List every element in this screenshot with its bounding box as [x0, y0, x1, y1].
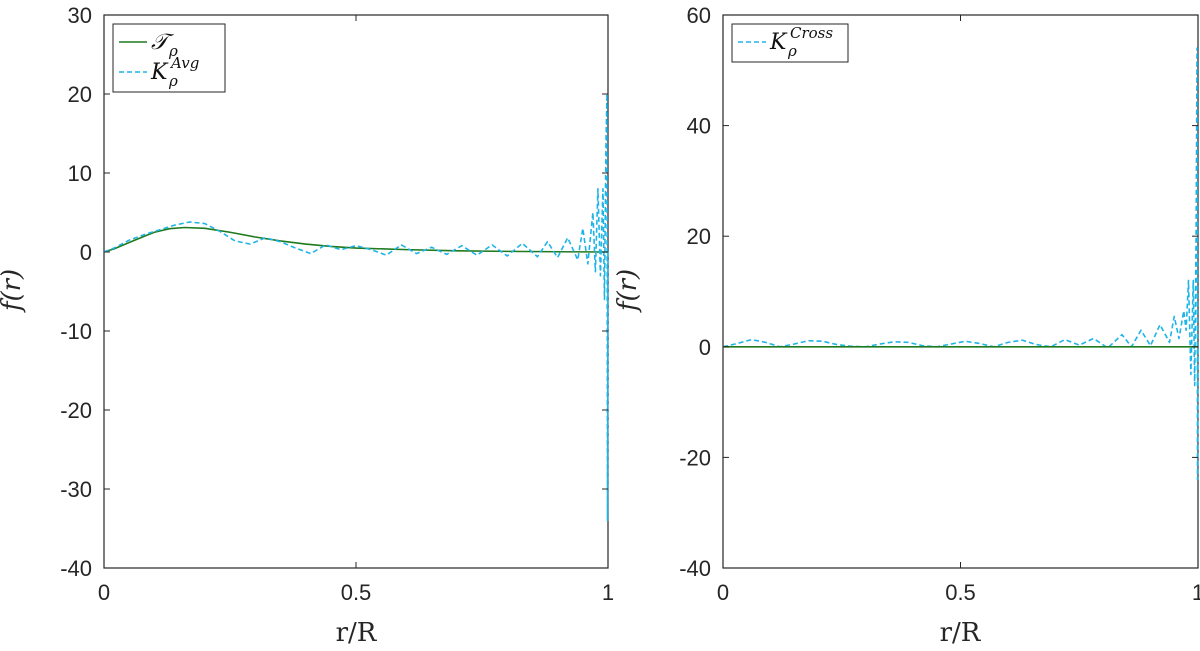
right-x-tick-label: 0 [717, 580, 729, 605]
right-y-tick-label: -40 [679, 556, 711, 581]
left-legend-label: K [150, 60, 169, 85]
left-plot-area [103, 14, 609, 569]
right-legend-subscript: ρ [787, 42, 797, 60]
right-y-tick-label: 20 [687, 224, 711, 249]
left-series-line-t-rho [103, 226, 609, 253]
left-y-tick-label: 10 [68, 161, 92, 186]
left-series-layer [103, 93, 609, 522]
left-x-axis-label: r/R [336, 618, 378, 648]
right-x-tick-label: 1 [1192, 580, 1200, 605]
right-x-axis-label: r/R [940, 618, 982, 648]
right-y-tick-label: 0 [699, 335, 711, 360]
left-tick-layer: 0 0.5 1 -40 -30 -20 -10 0 10 20 30 [60, 3, 614, 605]
left-y-tick-label: 20 [68, 82, 92, 107]
left-x-tick-label: 1 [602, 580, 614, 605]
left-y-axis-label: f(r) [0, 269, 27, 313]
left-legend-box [112, 23, 226, 93]
right-y-tick-label: 60 [687, 3, 711, 28]
right-y-axis-label: f(r) [613, 269, 643, 313]
left-legend-subscript: ρ [168, 42, 178, 60]
right-y-tick-label: 40 [687, 114, 711, 139]
left-y-tick-label: -30 [60, 477, 92, 502]
right-legend-label: K [769, 30, 788, 55]
right-legend-box [731, 23, 849, 63]
right-y-tick-label: -20 [679, 445, 711, 470]
left-x-tick-label: 0.5 [341, 580, 372, 605]
right-plot-area [722, 14, 1199, 569]
left-legend-superscript: Avg [169, 54, 199, 72]
right-x-tick-label: 0.5 [945, 580, 976, 605]
left-y-tick-label: -40 [60, 556, 92, 581]
right-legend-superscript: Cross [790, 24, 833, 42]
left-x-tick-label: 0 [98, 580, 110, 605]
left-y-tick-label: -10 [60, 319, 92, 344]
left-series-line-k-rho-avg [103, 93, 609, 522]
left-legend-subscript: ρ [168, 72, 178, 90]
right-series-layer [722, 47, 1199, 481]
left-y-tick-label: -20 [60, 398, 92, 423]
right-series-line-k-rho-cross [722, 47, 1199, 481]
left-y-tick-label: 30 [68, 3, 92, 28]
left-y-tick-label: 0 [80, 240, 92, 265]
right-tick-layer: 0 0.5 1 -40 -20 0 20 40 60 [679, 3, 1200, 605]
